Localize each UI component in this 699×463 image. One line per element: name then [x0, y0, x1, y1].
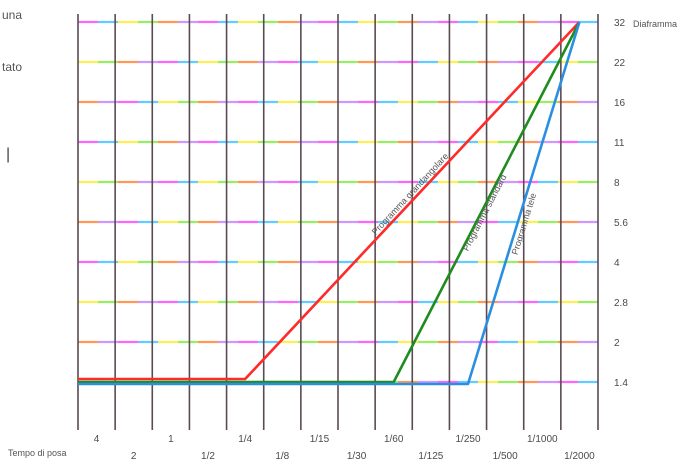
y-tick-label: 8	[614, 178, 620, 189]
x-tick-label: 1/2	[201, 451, 215, 462]
x-tick-label: 1	[168, 434, 174, 445]
x-tick-label: 1/500	[493, 451, 518, 462]
cropped-text-fragment-c: |	[6, 146, 11, 163]
y-tick-label: 22	[614, 58, 626, 69]
x-tick-label: 1/4	[238, 434, 252, 445]
y-tick-label: 11	[614, 138, 625, 149]
x-tick-label: 2	[131, 451, 137, 462]
x-tick-label: 1/1000	[527, 434, 558, 445]
x-tick-label: 1/8	[275, 451, 289, 462]
x-tick-label: 4	[94, 434, 100, 445]
y-tick-label: 5.6	[614, 218, 628, 229]
y-tick-label: 2	[614, 338, 620, 349]
x-tick-labels: 4 1 1/4 1/15 1/60 1/250 1/1000 2 1/2 1/8 1/30 1/125…	[94, 434, 595, 462]
x-tick-label: 1/250	[455, 434, 480, 445]
x-tick-label: 1/125	[418, 451, 443, 462]
series-line	[78, 21, 581, 381]
y-tick-label: 4	[614, 258, 620, 269]
y-axis-title: Diaframma	[633, 19, 678, 29]
y-tick-label: 32	[614, 18, 626, 29]
series-line	[78, 21, 581, 384]
x-axis-title: Tempo di posa	[8, 448, 67, 458]
y-tick-label: 16	[614, 98, 626, 109]
x-tick-label: 1/60	[384, 434, 404, 445]
x-tick-label: 1/15	[310, 434, 330, 445]
series-lines	[78, 21, 581, 386]
cropped-text-fragment-b: tato	[2, 60, 23, 74]
y-tick-label: 1.4	[614, 378, 628, 389]
series-labels: Programma grandangolare Programma standar…	[370, 151, 538, 256]
y-tick-labels: 1.4 2 2.8 4 5.6 8 11 16 22 32	[614, 18, 628, 389]
series-line	[78, 21, 581, 386]
cropped-text-fragment-a: una	[2, 8, 23, 22]
x-tick-label: 1/30	[347, 451, 367, 462]
y-tick-label: 2.8	[614, 298, 628, 309]
series-label: Programma grandangolare	[370, 151, 451, 237]
series-label: Programma standard	[461, 173, 509, 253]
x-tick-label: 1/2000	[564, 451, 595, 462]
